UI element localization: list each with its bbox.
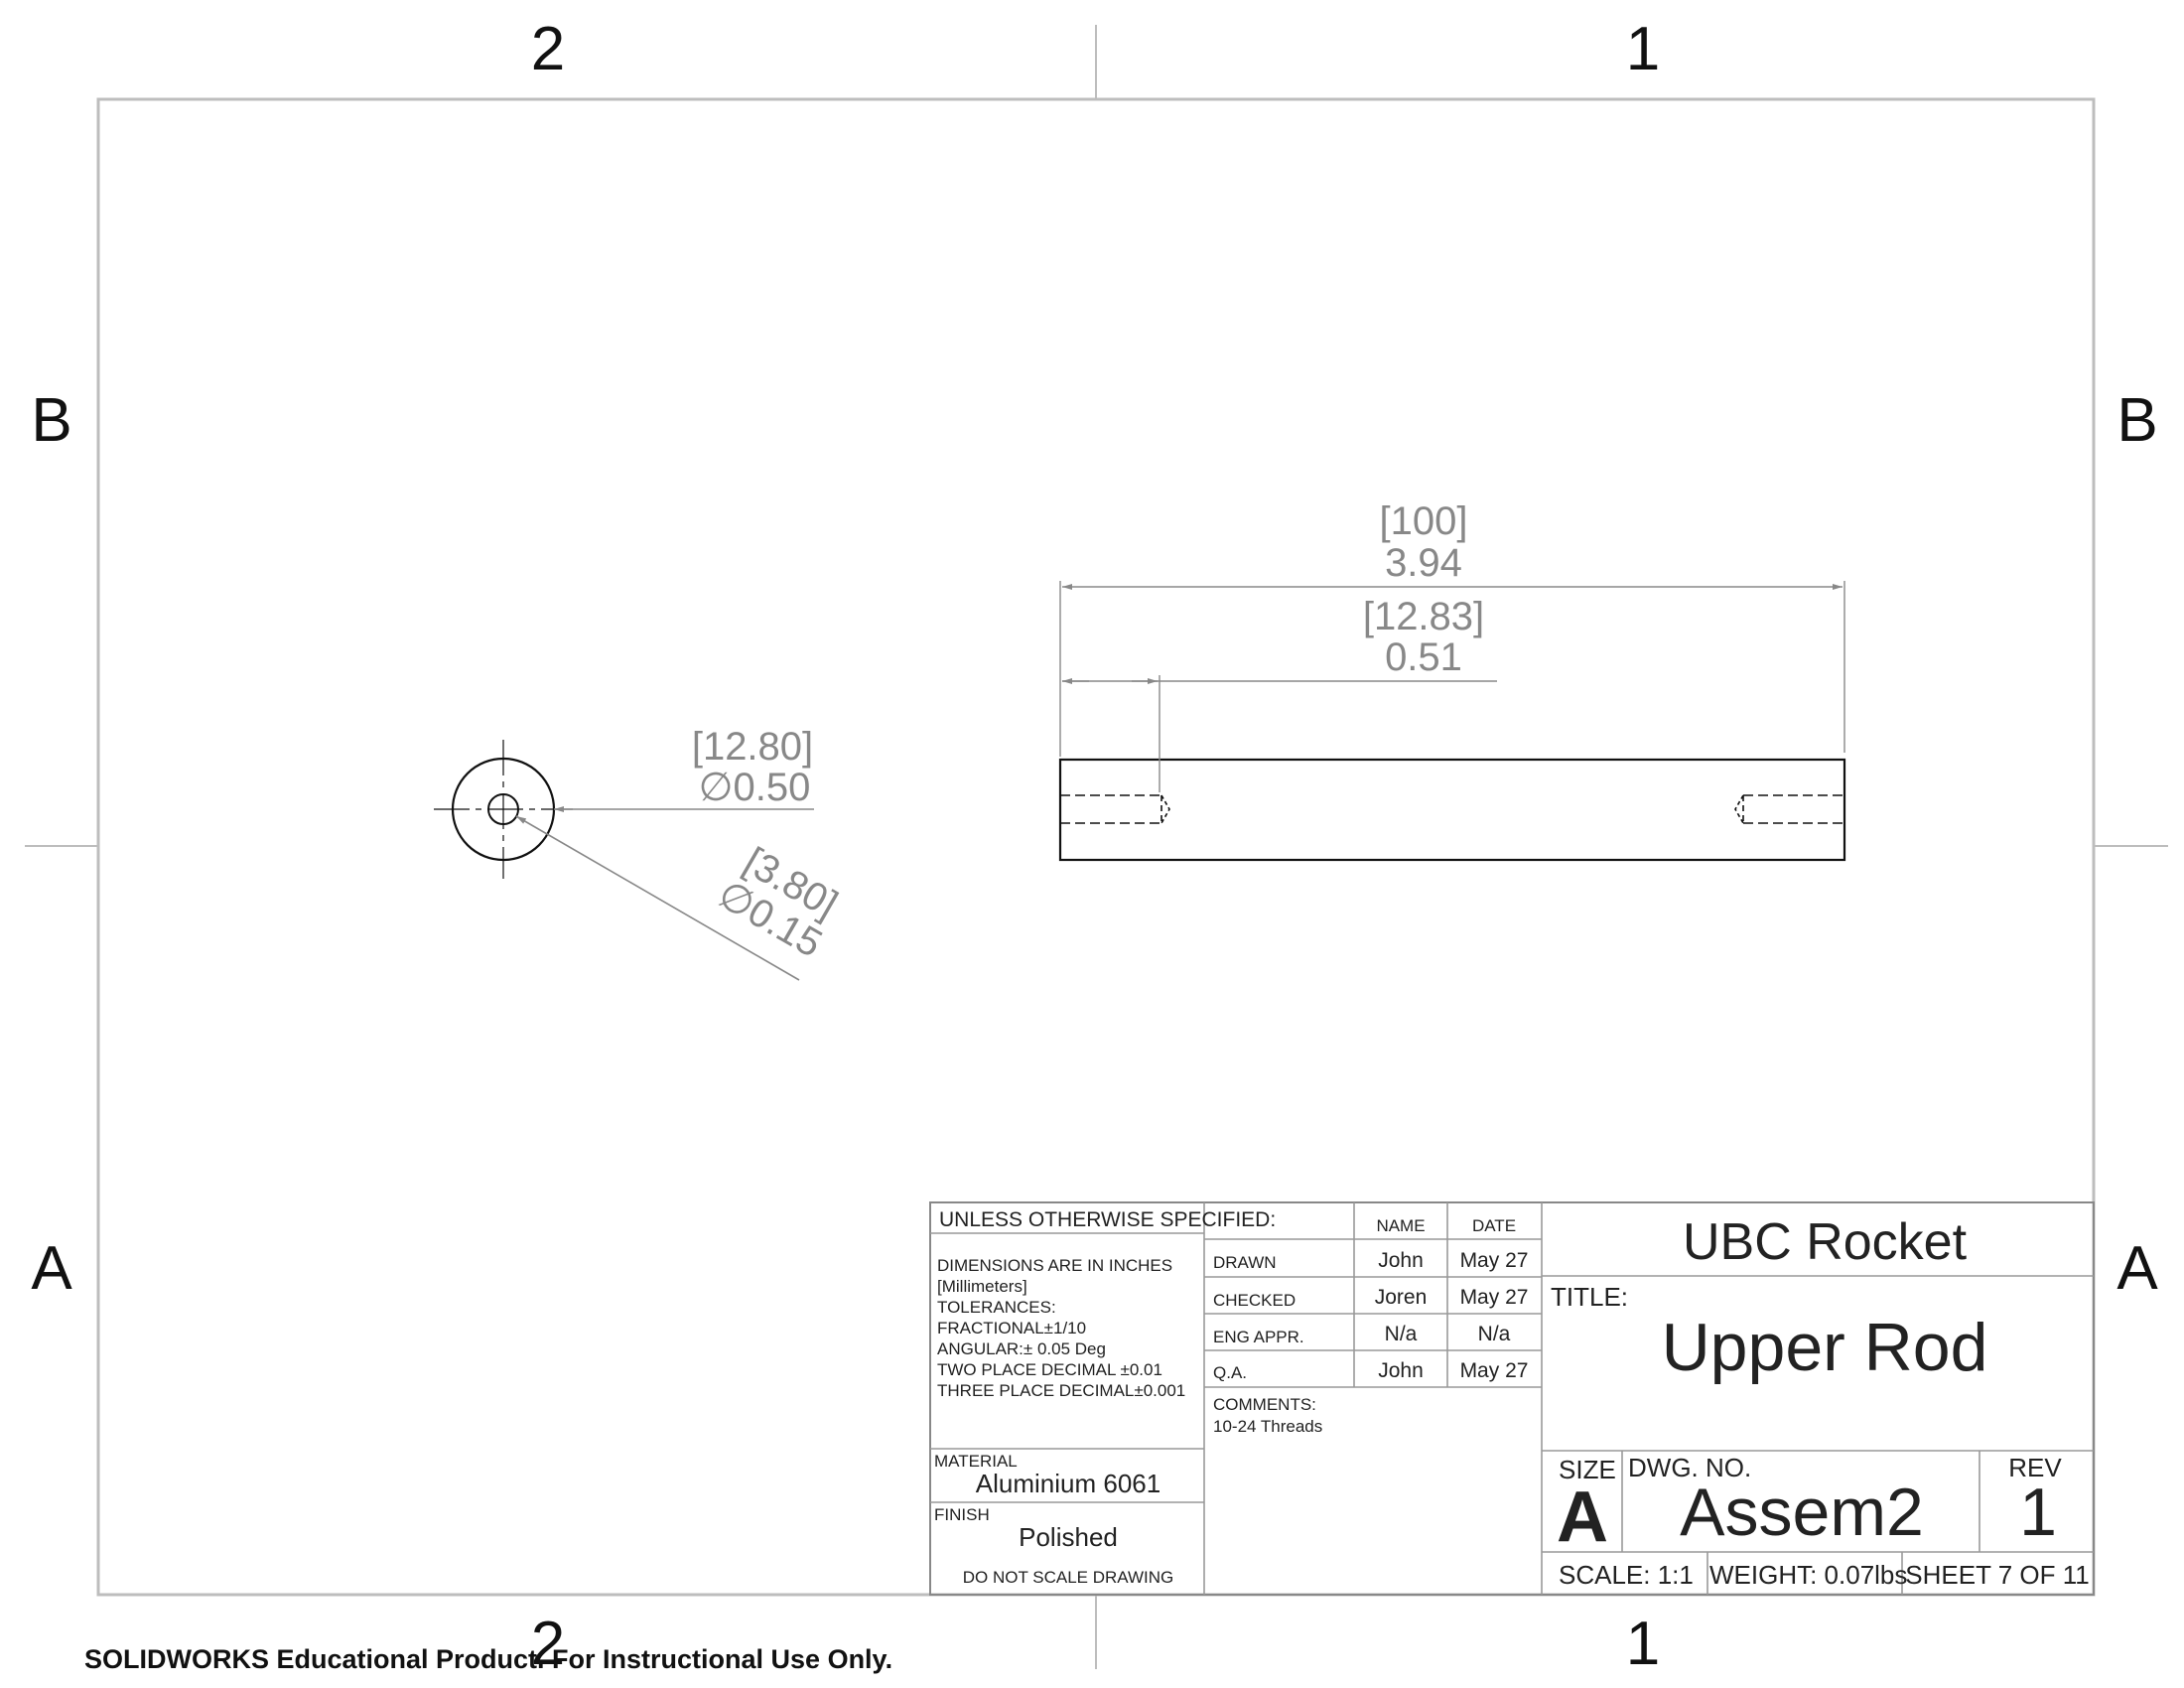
overall-length-in: 3.94: [1385, 541, 1462, 585]
zone-label-top-1: 1: [1626, 15, 1660, 83]
tolerance-note-2: [Millimeters]: [937, 1277, 1027, 1296]
outer-diameter-dimension: [12.80] ∅0.50: [554, 725, 814, 812]
row-checked-date: May 27: [1460, 1286, 1529, 1309]
dwg-no-label: DWG. NO.: [1628, 1453, 1751, 1482]
row-qa-date: May 27: [1460, 1359, 1529, 1382]
end-view: [434, 740, 573, 879]
hole-diameter-leader: [515, 815, 800, 981]
tolerance-note-3: TOLERANCES:: [937, 1298, 1056, 1317]
row-eng-appr-role: ENG APPR.: [1213, 1328, 1304, 1346]
hole-diameter-dimension: [3.80] ∅0.15: [515, 815, 845, 981]
thread-depth-mm: [12.83]: [1363, 595, 1484, 638]
row-eng-appr-date: N/a: [1478, 1323, 1511, 1345]
rod-outline: [1058, 758, 1846, 862]
tolerance-note-5: ANGULAR:± 0.05 Deg: [937, 1339, 1106, 1358]
do-not-scale-note: DO NOT SCALE DRAWING: [963, 1568, 1174, 1587]
comments-label: COMMENTS:: [1213, 1395, 1316, 1414]
row-drawn-name: John: [1378, 1249, 1424, 1272]
tolerance-note-6: TWO PLACE DECIMAL ±0.01: [937, 1360, 1162, 1379]
rev-value: 1: [2019, 1475, 2057, 1550]
title-block: [929, 1201, 2095, 1596]
dwg-no-value: Assem2: [1680, 1475, 1924, 1550]
zone-label-left-a: A: [31, 1234, 72, 1303]
row-drawn-date: May 27: [1460, 1249, 1529, 1272]
row-drawn-role: DRAWN: [1213, 1253, 1277, 1272]
row-checked-name: Joren: [1375, 1286, 1428, 1309]
drawing-title: Upper Rod: [1662, 1310, 1988, 1385]
row-eng-appr-name: N/a: [1385, 1323, 1418, 1345]
size-label: SIZE: [1559, 1455, 1616, 1484]
scale-value: SCALE: 1:1: [1559, 1560, 1694, 1590]
comments-value: 10-24 Threads: [1213, 1417, 1322, 1436]
rev-label: REV: [2008, 1453, 2062, 1482]
right-tapped-hole: [1734, 794, 1844, 824]
size-value: A: [1557, 1477, 1608, 1557]
educational-watermark: SOLIDWORKS Educational Product. For Inst…: [84, 1644, 893, 1674]
zone-label-bottom-1: 1: [1626, 1610, 1660, 1678]
sheet-number: SHEET 7 OF 11: [1905, 1560, 2089, 1590]
overall-length-dimension: [100] 3.94: [1059, 499, 1845, 757]
overall-length-mm: [100]: [1380, 499, 1468, 543]
thread-depth-dimension: [12.83] 0.51: [1062, 595, 1497, 792]
row-qa-role: Q.A.: [1213, 1363, 1247, 1382]
row-qa-name: John: [1378, 1359, 1424, 1382]
name-column-header: NAME: [1376, 1216, 1425, 1235]
row-checked-role: CHECKED: [1213, 1291, 1296, 1310]
material-label: MATERIAL: [934, 1452, 1018, 1471]
zone-label-bottom-2: 2: [531, 1610, 565, 1678]
zone-label-top-2: 2: [531, 15, 565, 83]
zone-label-right-a: A: [2116, 1234, 2158, 1303]
outer-diameter-mm: [12.80]: [692, 725, 813, 769]
title-label: TITLE:: [1551, 1282, 1628, 1312]
tolerance-note-7: THREE PLACE DECIMAL±0.001: [937, 1381, 1185, 1400]
company-name: UBC Rocket: [1683, 1213, 1968, 1271]
tolerance-note-4: FRACTIONAL±1/10: [937, 1319, 1086, 1337]
zone-label-left-b: B: [31, 386, 71, 455]
thread-depth-in: 0.51: [1385, 635, 1462, 679]
side-view: [1058, 758, 1846, 862]
unless-otherwise-specified: UNLESS OTHERWISE SPECIFIED:: [939, 1208, 1276, 1231]
material-value: Aluminium 6061: [976, 1469, 1160, 1498]
weight-value: WEIGHT: 0.07lbs: [1709, 1560, 1907, 1590]
finish-value: Polished: [1019, 1522, 1118, 1552]
date-column-header: DATE: [1472, 1216, 1516, 1235]
finish-label: FINISH: [934, 1505, 990, 1524]
zone-label-right-b: B: [2116, 386, 2157, 455]
left-tapped-hole: [1060, 794, 1170, 824]
outer-diameter-in: ∅0.50: [699, 766, 811, 809]
tolerance-note-1: DIMENSIONS ARE IN INCHES: [937, 1256, 1172, 1275]
